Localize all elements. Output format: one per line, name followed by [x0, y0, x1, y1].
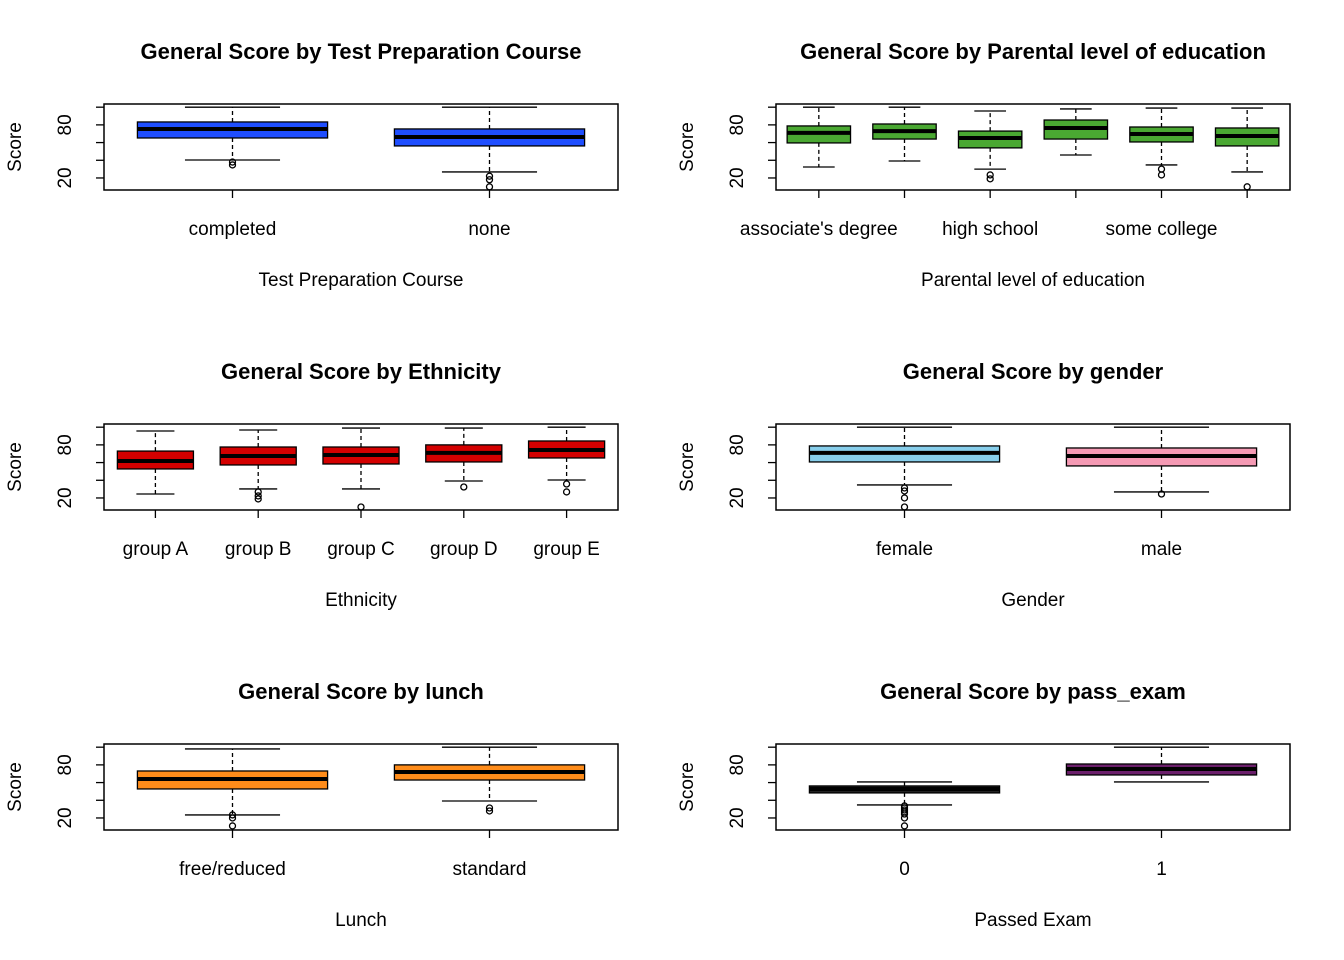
- x-axis-label: Passed Exam: [974, 910, 1091, 931]
- chart-title: General Score by Parental level of educa…: [800, 39, 1266, 64]
- y-tick-label: 20: [727, 487, 748, 508]
- outlier: [228, 161, 237, 169]
- x-tick-label: associate's degree: [740, 219, 898, 240]
- y-axis-label: Score: [677, 442, 698, 492]
- x-tick-label: standard: [453, 859, 527, 880]
- outlier: [1157, 490, 1166, 498]
- y-axis-label: Score: [5, 442, 26, 492]
- outlier: [986, 171, 994, 179]
- outlier: [900, 810, 909, 818]
- outlier: [900, 503, 909, 511]
- outlier: [562, 480, 571, 488]
- outlier: [485, 804, 494, 812]
- x-axis-label: Parental level of education: [921, 270, 1145, 291]
- plot-frame: [775, 743, 1291, 831]
- box-chart: General Score by Ethnicity Ethnicity Score…: [5, 359, 619, 611]
- y-axis-label: Score: [677, 122, 698, 172]
- outlier: [900, 822, 909, 830]
- y-tick-label: 80: [55, 434, 76, 455]
- outlier: [562, 488, 571, 496]
- outlier: [1243, 183, 1251, 191]
- outlier: [254, 492, 262, 500]
- outlier: [357, 503, 365, 511]
- y-tick-label: 80: [55, 754, 76, 775]
- y-tick-label: 20: [55, 167, 76, 188]
- outlier: [228, 811, 237, 819]
- plot-frame: [103, 103, 619, 191]
- outlier: [460, 483, 468, 491]
- outlier: [254, 488, 262, 496]
- plot-frame: [775, 423, 1291, 511]
- x-axis-label: Gender: [1001, 590, 1065, 611]
- x-axis-label: Ethnicity: [325, 590, 397, 611]
- outlier: [485, 807, 494, 815]
- outlier: [228, 158, 237, 166]
- x-axis-label: Lunch: [335, 910, 387, 931]
- box-chart: General Score by gender Gender Score 20 80 fe…: [677, 359, 1291, 611]
- outlier: [485, 183, 494, 191]
- outlier: [228, 822, 237, 830]
- outlier: [900, 814, 909, 822]
- y-axis-label: Score: [5, 122, 26, 172]
- plot-frame: [775, 103, 1291, 191]
- x-tick-label: 1: [1156, 859, 1167, 880]
- x-tick-label: male: [1141, 539, 1182, 560]
- y-tick-label: 80: [727, 434, 748, 455]
- x-tick-label: group B: [225, 539, 292, 560]
- x-tick-label: free/reduced: [179, 859, 286, 880]
- outlier: [986, 175, 994, 183]
- outlier: [900, 487, 909, 495]
- y-axis-label: Score: [677, 762, 698, 812]
- outlier: [228, 814, 237, 822]
- y-tick-label: 80: [55, 114, 76, 135]
- x-axis-label: Test Preparation Course: [259, 270, 464, 291]
- y-tick-label: 20: [727, 167, 748, 188]
- y-tick-label: 20: [727, 807, 748, 828]
- outlier: [900, 484, 909, 492]
- y-tick-label: 20: [55, 487, 76, 508]
- x-tick-label: 0: [899, 859, 910, 880]
- x-tick-label: group E: [533, 539, 600, 560]
- box-chart: General Score by Test Preparation Course…: [5, 39, 619, 291]
- outlier: [485, 172, 494, 180]
- box-chart: General Score by lunch Lunch Score 20 80 free…: [5, 679, 619, 931]
- chart-title: General Score by gender: [903, 359, 1164, 384]
- x-tick-label: female: [876, 539, 933, 560]
- outlier: [254, 495, 262, 503]
- outlier: [1157, 165, 1166, 173]
- x-tick-label: some college: [1106, 219, 1218, 240]
- plot-frame: [103, 743, 619, 831]
- x-tick-label: group C: [327, 539, 395, 560]
- y-tick-label: 80: [727, 754, 748, 775]
- chart-title: General Score by lunch: [238, 679, 484, 704]
- x-tick-label: group A: [123, 539, 189, 560]
- chart-title: General Score by Ethnicity: [221, 359, 502, 384]
- outlier: [1157, 171, 1166, 179]
- chart-title: General Score by Test Preparation Course: [141, 39, 582, 64]
- y-tick-label: 20: [55, 807, 76, 828]
- chart-title: General Score by pass_exam: [880, 679, 1186, 704]
- x-tick-label: high school: [942, 219, 1038, 240]
- x-tick-label: none: [468, 219, 510, 240]
- outlier: [485, 176, 494, 184]
- y-tick-label: 80: [727, 114, 748, 135]
- x-tick-label: group D: [430, 539, 498, 560]
- y-axis-label: Score: [5, 762, 26, 812]
- outlier: [900, 494, 909, 502]
- x-tick-label: completed: [189, 219, 277, 240]
- box-chart: General Score by Parental level of educa…: [677, 39, 1291, 291]
- box-chart: General Score by pass_exam Passed Exam Sco…: [677, 679, 1291, 931]
